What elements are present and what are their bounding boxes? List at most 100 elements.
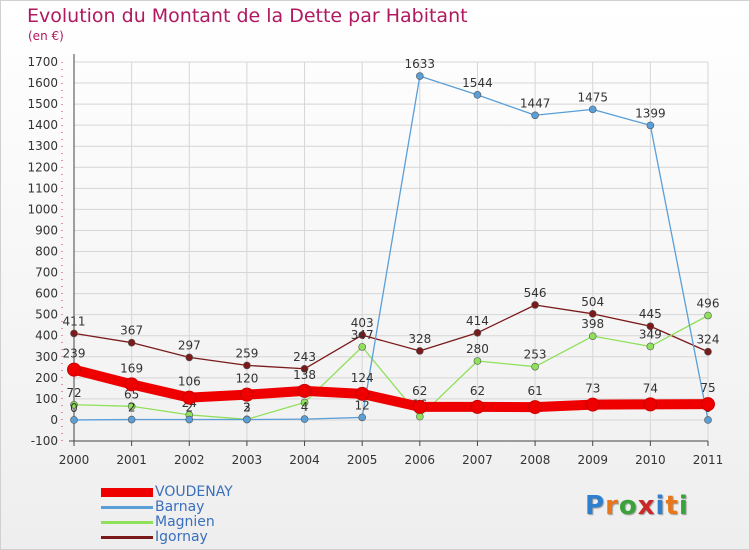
data-point-igornay [416, 347, 424, 355]
data-point-voudenay [124, 377, 139, 392]
data-point-igornay [704, 347, 712, 356]
x-tick-label: 2008 [520, 453, 551, 467]
data-label-barnay: 2 [128, 401, 136, 415]
data-label-voudenay: 62 [470, 384, 485, 398]
data-label-voudenay: 75 [700, 381, 715, 395]
data-label-barnay: 2 [243, 401, 251, 415]
y-tick-label: 200 [35, 371, 58, 385]
x-tick-label: 2010 [635, 453, 666, 467]
y-tick-label: 1500 [27, 97, 58, 111]
data-label-igornay: 504 [581, 295, 604, 309]
data-label-barnay: 0 [70, 401, 78, 415]
legend-swatch [101, 536, 153, 539]
y-tick-label: -100 [31, 434, 58, 448]
data-point-voudenay [701, 397, 715, 412]
x-tick-label: 2001 [116, 453, 147, 467]
data-label-igornay: 259 [235, 346, 258, 360]
data-label-igornay: 411 [63, 314, 86, 328]
data-label-voudenay: 62 [412, 384, 427, 398]
data-point-igornay [473, 328, 482, 337]
data-point-barnay [646, 121, 655, 130]
data-label-voudenay: 138 [293, 368, 316, 382]
y-tick-label: 800 [35, 245, 58, 259]
chart-subtitle: (en €) [28, 29, 64, 43]
x-tick-label: 2000 [59, 453, 90, 467]
data-point-magnien [300, 398, 309, 407]
series-line-voudenay [69, 364, 713, 413]
data-point-barnay [300, 415, 309, 423]
data-point-voudenay [412, 399, 427, 414]
legend-swatch [101, 521, 153, 524]
data-point-barnay [531, 111, 539, 120]
legend-label: VOUDENAY [155, 484, 233, 500]
data-point-igornay [358, 331, 366, 339]
data-point-voudenay [585, 397, 600, 412]
data-point-igornay [300, 364, 309, 373]
x-tick-label: 2009 [577, 453, 608, 467]
legend-label: Igornay [155, 529, 208, 545]
x-tick-label: 2003 [232, 453, 263, 467]
data-label-voudenay: 239 [63, 347, 86, 361]
data-label-igornay: 328 [408, 332, 431, 346]
x-tick-label: 2011 [693, 453, 724, 467]
data-point-magnien [127, 402, 136, 411]
data-point-magnien [416, 412, 424, 421]
data-label-barnay: 1447 [520, 96, 551, 110]
data-label-magnien: 349 [639, 327, 662, 341]
data-label-magnien: 347 [351, 328, 374, 342]
data-label-voudenay: 124 [351, 371, 374, 385]
legend-label: Barnay [155, 499, 205, 515]
x-tick-label: 2007 [462, 453, 493, 467]
y-tick-label: 900 [35, 223, 58, 237]
data-point-voudenay [355, 386, 370, 401]
data-label-barnay: 12 [355, 398, 370, 412]
data-label-barnay: 1633 [405, 57, 436, 71]
data-point-magnien [70, 400, 78, 409]
data-point-igornay [243, 361, 251, 370]
data-label-magnien: 3 [243, 400, 251, 414]
y-tick-label: 1400 [27, 118, 58, 132]
data-point-voudenay [470, 399, 485, 414]
data-point-barnay [70, 416, 78, 424]
data-label-voudenay: 61 [527, 384, 542, 398]
data-point-magnien [588, 332, 597, 340]
data-label-magnien: 496 [697, 297, 720, 311]
data-point-barnay [588, 105, 597, 114]
data-label-magnien: 280 [466, 342, 489, 356]
data-label-magnien: 398 [581, 317, 604, 331]
legend-label: Magnien [155, 514, 215, 530]
y-tick-label: 500 [35, 308, 58, 322]
chart-title: Evolution du Montant de la Dette par Hab… [27, 5, 468, 27]
data-label-igornay: 297 [178, 338, 201, 352]
y-tick-label: 700 [35, 266, 58, 280]
data-point-barnay [127, 415, 136, 424]
data-point-voudenay [182, 390, 197, 405]
data-point-voudenay [67, 362, 81, 377]
data-point-barnay [473, 91, 482, 99]
data-point-igornay [70, 329, 78, 338]
data-label-voudenay: 106 [178, 375, 201, 389]
series-line-barnay [73, 75, 709, 421]
data-point-igornay [185, 353, 194, 362]
data-label-magnien: 65 [124, 387, 139, 401]
data-label-igornay: 445 [639, 307, 662, 321]
data-point-magnien [646, 342, 655, 351]
data-point-barnay [416, 72, 424, 80]
data-point-magnien [704, 311, 712, 320]
data-label-igornay: 324 [697, 333, 720, 347]
data-label-igornay: 403 [351, 316, 374, 330]
data-point-magnien [473, 357, 482, 365]
legend-swatch [101, 488, 153, 497]
data-point-barnay [358, 413, 366, 422]
data-label-barnay: 4 [301, 400, 309, 414]
data-label-igornay: 367 [120, 324, 143, 338]
data-label-voudenay: 169 [120, 361, 143, 375]
y-tick-label: 300 [35, 350, 58, 364]
data-point-voudenay [528, 400, 543, 415]
data-label-voudenay: 73 [585, 382, 600, 396]
data-label-barnay: 1475 [577, 90, 608, 104]
data-label-igornay: 414 [466, 314, 489, 328]
data-label-magnien: 72 [66, 386, 81, 400]
